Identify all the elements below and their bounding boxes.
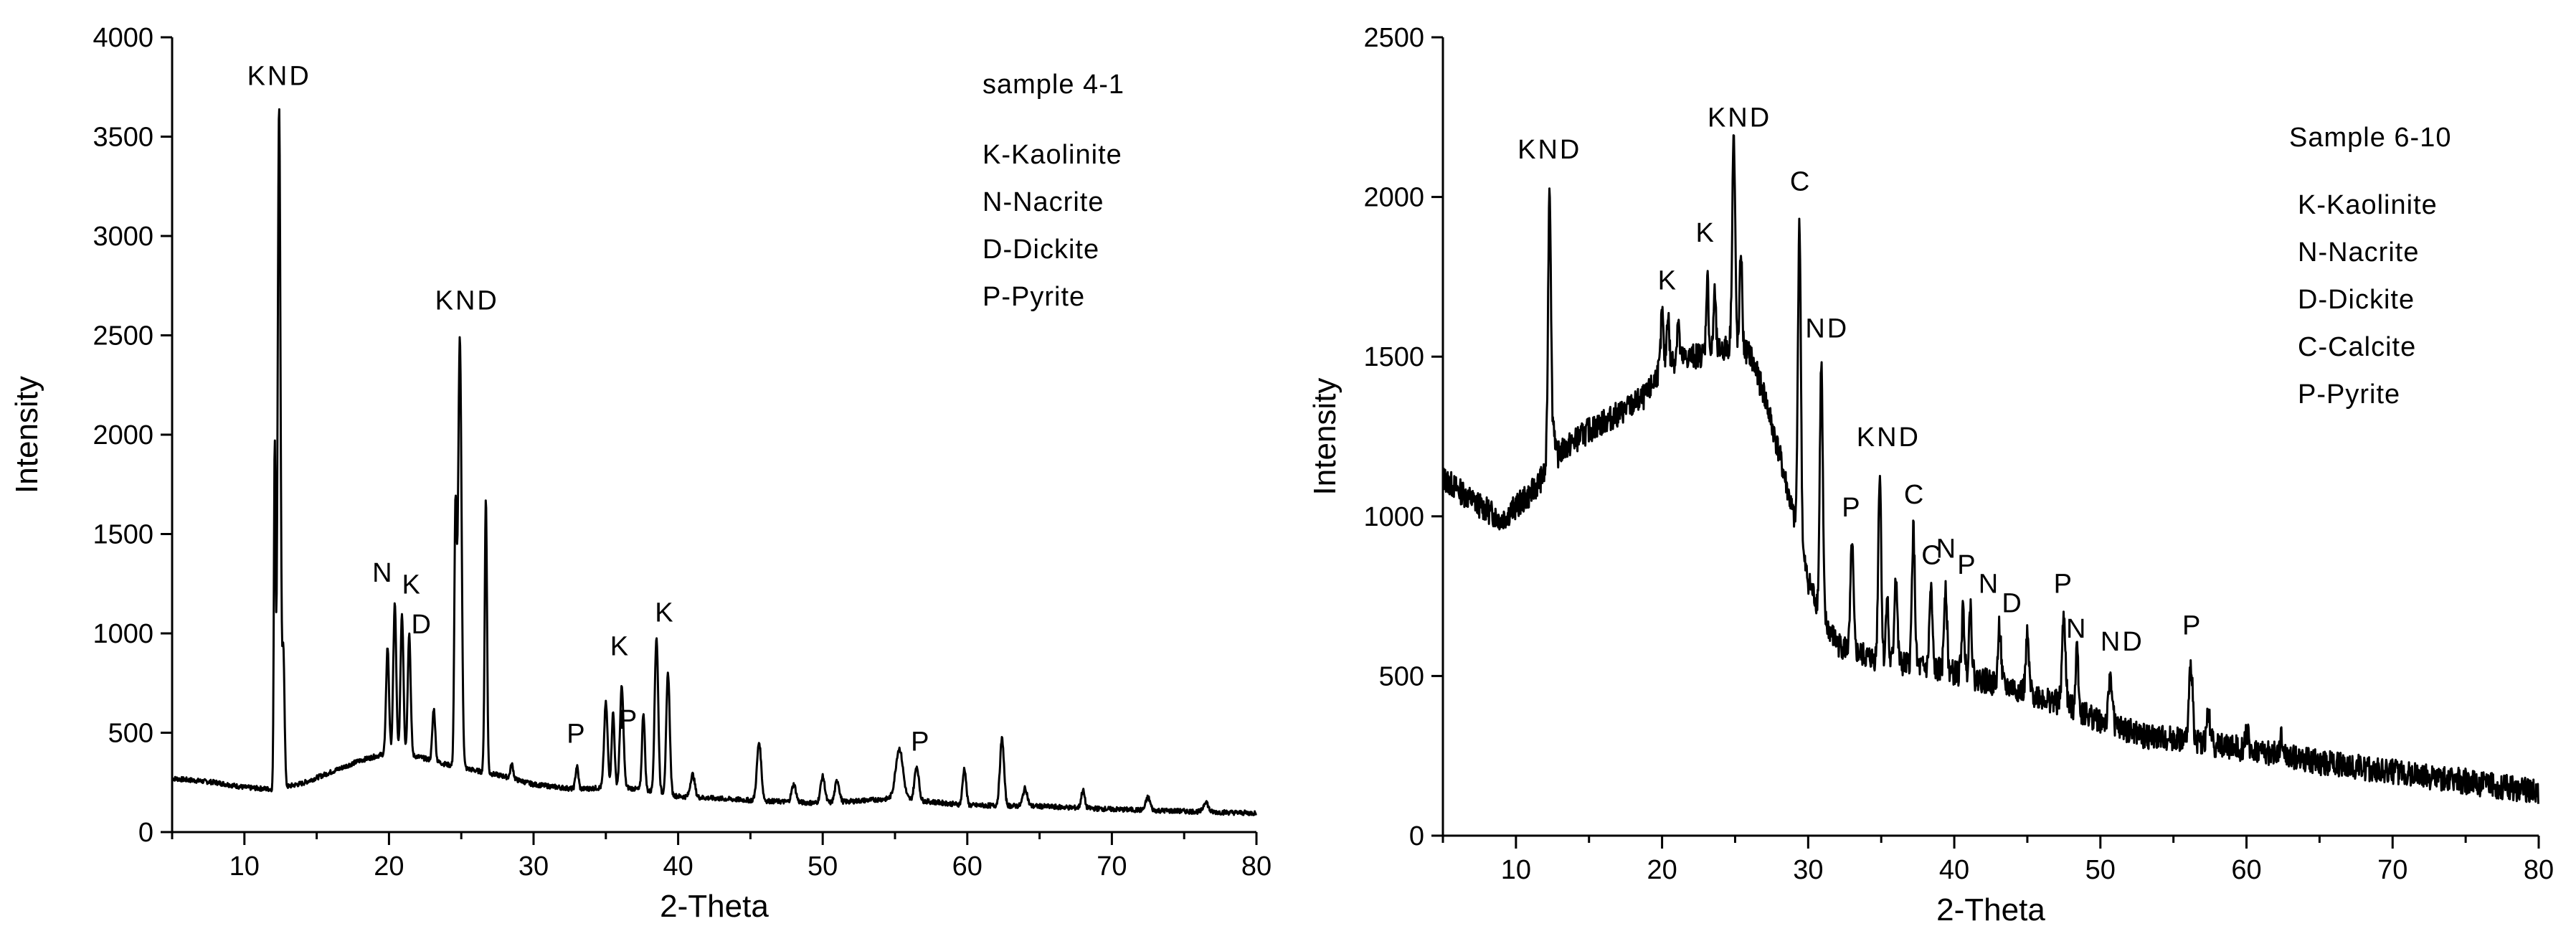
peak-label: C bbox=[1921, 541, 1943, 571]
peak-label: N bbox=[1979, 570, 2000, 600]
peak-label: ND bbox=[1805, 313, 1849, 344]
x-tick-label: 70 bbox=[1097, 851, 1127, 882]
x-tick-label: 70 bbox=[2377, 855, 2407, 885]
legend-title: Sample 6-10 bbox=[2289, 123, 2451, 153]
y-tick-label: 500 bbox=[108, 719, 153, 749]
y-tick-label: 0 bbox=[138, 818, 153, 848]
x-tick-label: 40 bbox=[1939, 855, 1969, 885]
peak-label: K bbox=[610, 631, 630, 661]
peak-label: KND bbox=[1708, 103, 1771, 133]
peak-label: KND bbox=[435, 285, 499, 316]
x-tick-label: 40 bbox=[663, 851, 693, 882]
y-tick-label: 4000 bbox=[93, 23, 153, 53]
peak-label: K bbox=[1696, 218, 1716, 248]
peak-label: N bbox=[2066, 614, 2088, 644]
legend-entry: D-Dickite bbox=[2298, 285, 2415, 315]
peak-label: P bbox=[1957, 550, 1977, 580]
y-tick-label: 2000 bbox=[1363, 183, 1424, 213]
x-tick-label: 20 bbox=[374, 851, 404, 882]
legend-title: sample 4-1 bbox=[982, 70, 1124, 100]
peak-label: N bbox=[1936, 534, 1958, 565]
y-tick-label: 1000 bbox=[1363, 502, 1424, 532]
x-axis-title: 2-Theta bbox=[1936, 892, 2045, 927]
diffraction-trace bbox=[171, 108, 1257, 816]
x-tick-label: 50 bbox=[2085, 855, 2116, 885]
x-axis-title: 2-Theta bbox=[660, 889, 769, 924]
x-tick-label: 10 bbox=[1501, 855, 1531, 885]
y-tick-label: 1000 bbox=[93, 619, 153, 649]
peak-label: K bbox=[655, 598, 675, 628]
peak-label: P bbox=[567, 719, 587, 749]
peak-label: D bbox=[2002, 588, 2023, 618]
legend: sample 4-1 K-Kaolinite N-Nacrite D-Dickite P… bbox=[982, 70, 1124, 312]
legend-entry: K-Kaolinite bbox=[2298, 190, 2438, 220]
x-tick-label: 60 bbox=[2231, 855, 2261, 885]
y-axis-title: Intensity bbox=[9, 376, 44, 494]
peak-label: KND bbox=[1857, 422, 1921, 453]
diffraction-trace bbox=[1441, 134, 2539, 804]
peak-label: P bbox=[2182, 611, 2202, 641]
y-tick-label: 3000 bbox=[93, 222, 153, 252]
y-tick-label: 1500 bbox=[1363, 342, 1424, 372]
peak-label: C bbox=[1790, 167, 1812, 197]
peak-label: K bbox=[1658, 266, 1678, 296]
y-tick-label: 2000 bbox=[93, 420, 153, 450]
peak-label: C bbox=[1904, 480, 1926, 510]
peak-label: P bbox=[2054, 570, 2074, 600]
peak-label: ND bbox=[2101, 627, 2144, 657]
legend-entry: D-Dickite bbox=[982, 235, 1099, 265]
x-tick-label: 10 bbox=[229, 851, 260, 882]
legend-entry: C-Calcite bbox=[2298, 332, 2416, 362]
x-tick-label: 50 bbox=[808, 851, 838, 882]
legend: Sample 6-10 K-Kaolinite N-Nacrite D-Dickite… bbox=[2289, 123, 2451, 410]
peak-label: KND bbox=[1517, 135, 1581, 165]
y-tick-label: 500 bbox=[1379, 661, 1424, 691]
peak-label: P bbox=[619, 705, 639, 735]
y-tick-label: 1500 bbox=[93, 520, 153, 550]
peak-label: P bbox=[911, 727, 931, 757]
xrd-chart-sample-6-10: 0 500 1000 1500 2000 2500 10 20 30 40 50 60 70 80 2-Th… bbox=[1307, 23, 2554, 927]
y-tick-label: 3500 bbox=[93, 123, 153, 153]
xrd-chart-sample-4-1: 0 500 1000 1500 2000 2500 3000 3500 4000 10 20 30 40… bbox=[9, 23, 1272, 924]
peak-label: D bbox=[412, 610, 433, 640]
peak-label: K bbox=[402, 570, 422, 600]
x-tick-label: 20 bbox=[1647, 855, 1677, 885]
legend-entry: N-Nacrite bbox=[982, 187, 1104, 217]
x-tick-label: 80 bbox=[2524, 855, 2554, 885]
legend-entry: N-Nacrite bbox=[2298, 237, 2419, 268]
peak-label: KND bbox=[247, 61, 311, 91]
peak-label: N bbox=[372, 558, 394, 588]
legend-entry: P-Pyrite bbox=[2298, 379, 2400, 410]
x-tick-label: 30 bbox=[1793, 855, 1823, 885]
x-tick-label: 60 bbox=[952, 851, 982, 882]
y-tick-label: 2500 bbox=[93, 321, 153, 351]
y-tick-label: 0 bbox=[1409, 821, 1424, 851]
y-axis-title: Intensity bbox=[1307, 378, 1343, 496]
x-tick-label: 80 bbox=[1241, 851, 1272, 882]
legend-entry: K-Kaolinite bbox=[982, 140, 1122, 170]
x-tick-label: 30 bbox=[518, 851, 549, 882]
legend-entry: P-Pyrite bbox=[982, 282, 1085, 312]
y-tick-label: 2500 bbox=[1363, 23, 1424, 53]
peak-label: P bbox=[1842, 493, 1862, 523]
